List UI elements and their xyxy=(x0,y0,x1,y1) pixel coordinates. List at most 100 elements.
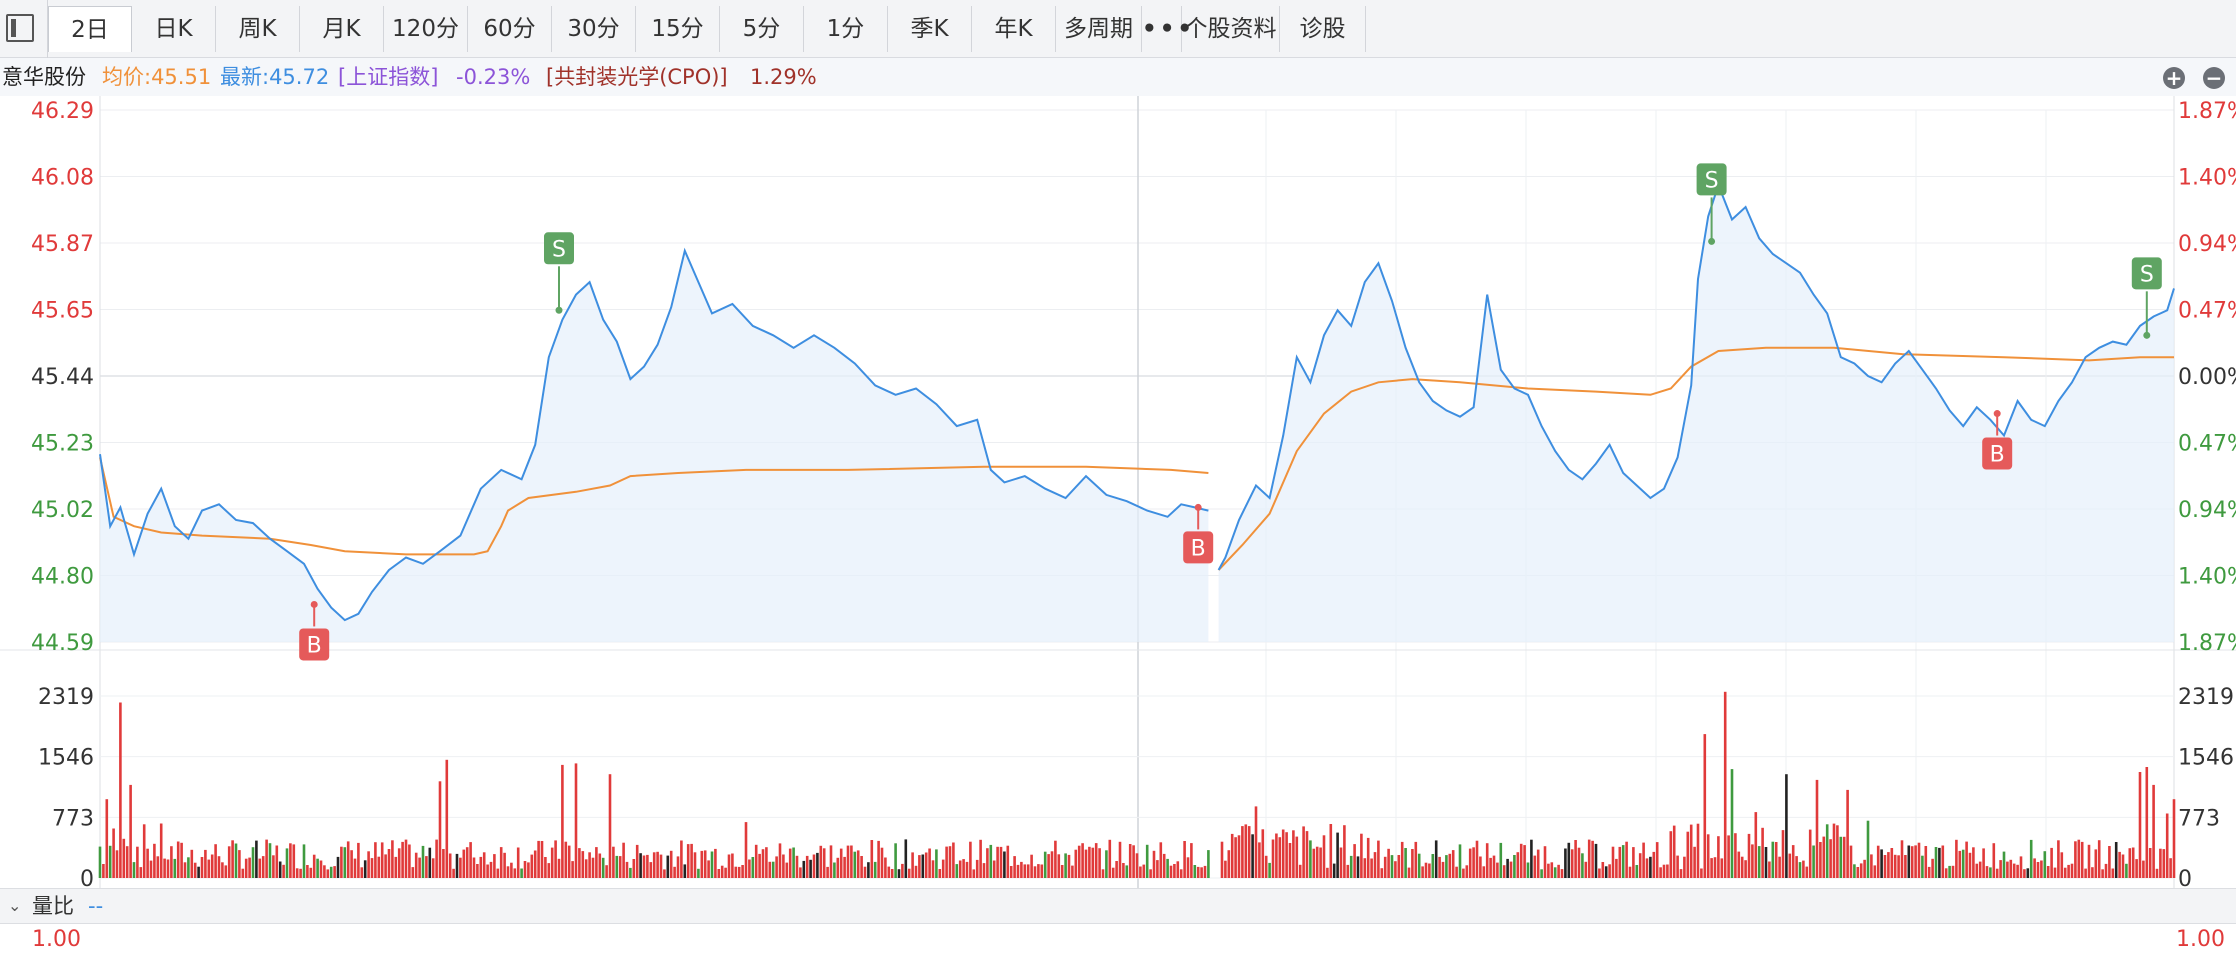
volume-bar xyxy=(1975,863,1979,878)
volume-bar xyxy=(958,860,962,878)
volume-bar xyxy=(2070,863,2074,878)
volume-bar xyxy=(384,854,387,878)
volume-bar xyxy=(1003,851,1006,878)
volume-bar xyxy=(496,868,500,878)
volume-bar xyxy=(924,852,928,878)
volume-bar xyxy=(1893,854,1897,878)
volume-bar xyxy=(1176,861,1180,878)
volume-bar xyxy=(166,859,170,878)
volume-bar xyxy=(1343,825,1346,878)
volume-bar xyxy=(1907,845,1911,878)
volume-bar xyxy=(1856,867,1860,878)
zoom-out-icon[interactable]: − xyxy=(2203,67,2225,89)
volume-bar xyxy=(1635,865,1639,878)
volume-bar xyxy=(829,845,833,878)
volume-bar xyxy=(2084,868,2087,878)
volume-bar xyxy=(1475,840,1479,878)
tab-10[interactable]: 季K xyxy=(888,6,972,52)
volume-bar xyxy=(1458,844,1462,878)
volume-bar xyxy=(1927,866,1931,878)
volume-bar xyxy=(146,848,149,878)
volume-bar xyxy=(421,845,425,878)
pct-tick-label: 0.00% xyxy=(2178,365,2236,390)
tab-13[interactable]: ••• xyxy=(1142,6,1192,52)
tab-6[interactable]: 30分 xyxy=(552,6,636,52)
volume-bar xyxy=(894,843,897,878)
volume-bar xyxy=(1659,867,1662,878)
pct-tick-label: 1.40% xyxy=(2178,565,2236,590)
volume-bar xyxy=(1955,839,1958,878)
volume-bar xyxy=(1873,865,1877,878)
volume-bar xyxy=(1652,851,1656,878)
volume-bar xyxy=(153,843,156,878)
tab-9[interactable]: 1分 xyxy=(804,6,888,52)
volume-bar xyxy=(1615,858,1618,878)
volume-bar xyxy=(333,866,336,878)
sector-name[interactable]: [共封装光学(CPO)] xyxy=(546,65,728,89)
volume-bar xyxy=(754,844,758,878)
tab-8[interactable]: 5分 xyxy=(720,6,804,52)
tab-4[interactable]: 120分 xyxy=(384,6,468,52)
volume-bar xyxy=(340,846,343,878)
volume-bar xyxy=(850,845,853,878)
volume-bar xyxy=(207,859,211,878)
volume-bar xyxy=(1417,853,1421,878)
volume-bar xyxy=(1159,842,1163,878)
volume-bar xyxy=(707,860,710,878)
panel-toggle-icon[interactable] xyxy=(0,0,48,58)
volume-bar xyxy=(877,840,880,878)
volume-bar xyxy=(2060,852,2064,878)
tab-14[interactable]: 个股资料 xyxy=(1182,6,1280,52)
tab-2[interactable]: 周K xyxy=(216,6,300,52)
volume-bar xyxy=(901,863,904,878)
volume-bar xyxy=(1642,842,1645,878)
volume-bar xyxy=(2138,772,2142,878)
volume-bar xyxy=(1972,847,1975,878)
volume-bar xyxy=(1798,862,1802,878)
volume-bar xyxy=(1108,839,1112,878)
volume-bar xyxy=(122,838,126,878)
volume-bar xyxy=(1434,840,1438,878)
price-tick-label: 45.65 xyxy=(31,299,94,324)
volume-bar xyxy=(2087,844,2091,878)
volume-bar xyxy=(809,859,812,878)
volume-bar xyxy=(156,856,160,878)
tab-7[interactable]: 15分 xyxy=(636,6,720,52)
volume-bar xyxy=(1897,855,1900,878)
zoom-in-icon[interactable]: + xyxy=(2163,67,2185,89)
volume-bar xyxy=(717,869,721,878)
volume-bar xyxy=(1761,827,1764,878)
tab-0[interactable]: 2日 xyxy=(48,6,132,52)
volume-bar xyxy=(1064,853,1067,878)
volume-bar xyxy=(1808,829,1812,878)
volume-bar xyxy=(350,850,353,878)
volume-tick-label-right: 0 xyxy=(2178,867,2192,888)
collapse-chevron-icon[interactable]: ⌄ xyxy=(8,896,22,915)
tab-15[interactable]: 诊股 xyxy=(1280,6,1366,52)
volume-bar xyxy=(1152,850,1156,878)
volume-bar xyxy=(1866,820,1870,878)
volume-bar xyxy=(734,866,738,878)
volume-bar xyxy=(1166,858,1169,878)
volume-bar xyxy=(149,860,153,878)
tab-3[interactable]: 月K xyxy=(300,6,384,52)
volume-bar xyxy=(897,869,901,878)
trade-marker-dot xyxy=(2143,331,2151,339)
tab-5[interactable]: 60分 xyxy=(468,6,552,52)
volume-bar xyxy=(272,855,275,878)
tab-1[interactable]: 日K xyxy=(132,6,216,52)
volume-bar xyxy=(2128,848,2132,878)
index-name[interactable]: [上证指数] xyxy=(338,65,439,89)
volume-bar xyxy=(574,763,578,878)
volume-bar xyxy=(139,867,143,878)
volume-bar xyxy=(523,861,527,878)
tab-12[interactable]: 多周期 xyxy=(1056,6,1142,52)
volume-bar xyxy=(1319,847,1322,878)
volume-bar xyxy=(1876,845,1880,878)
index-change: -0.23% xyxy=(456,65,531,89)
tab-11[interactable]: 年K xyxy=(972,6,1056,52)
volume-bar xyxy=(860,856,863,878)
volume-bar xyxy=(1285,832,1288,878)
volume-bar xyxy=(1060,865,1064,878)
volume-bar xyxy=(1931,858,1934,878)
